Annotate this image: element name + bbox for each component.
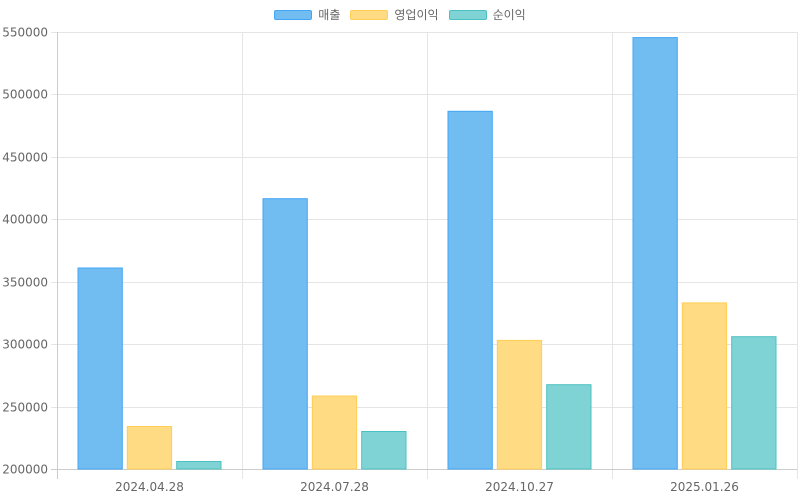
y-tick-label: 300000	[2, 338, 48, 352]
bar-revenue-3	[632, 37, 678, 470]
x-tick-label: 2024.04.28	[115, 480, 184, 494]
y-tick-label: 400000	[2, 213, 48, 227]
bar-operating-profit-0	[126, 426, 173, 470]
bar-net-profit-2	[546, 384, 592, 470]
legend-swatch-operating-profit	[350, 9, 389, 20]
legend-label-revenue: 매출	[318, 8, 341, 22]
bar-net-profit-3	[731, 336, 777, 470]
x-tick-label: 2025.01.26	[670, 480, 739, 494]
legend-item-net-profit[interactable]: 순이익	[448, 6, 526, 23]
bar-operating-profit-2	[496, 339, 543, 470]
x-tick-label: 2024.10.27	[485, 480, 554, 494]
bar-net-profit-0	[176, 461, 222, 470]
bar-revenue-0	[77, 267, 123, 470]
legend-item-operating-profit[interactable]: 영업이익	[350, 6, 439, 23]
bar-operating-profit-1	[311, 395, 358, 470]
bar-net-profit-1	[361, 431, 407, 470]
legend-swatch-net-profit	[448, 9, 487, 20]
y-tick-label: 350000	[2, 276, 48, 290]
y-tick-label: 550000	[2, 26, 48, 40]
legend-label-operating-profit: 영업이익	[394, 8, 439, 22]
legend-swatch-revenue	[274, 9, 313, 20]
legend: 매출 영업이익 순이익	[0, 6, 800, 23]
bar-revenue-1	[262, 198, 308, 470]
y-tick-label: 200000	[2, 463, 48, 477]
bar-operating-profit-3	[681, 302, 728, 470]
y-tick-label: 500000	[2, 88, 48, 102]
bar-revenue-2	[447, 110, 493, 470]
y-tick-label: 250000	[2, 401, 48, 415]
y-tick-label: 450000	[2, 151, 48, 165]
legend-item-revenue[interactable]: 매출	[274, 6, 340, 23]
legend-label-net-profit: 순이익	[492, 8, 526, 22]
x-tick-label: 2024.07.28	[300, 480, 369, 494]
